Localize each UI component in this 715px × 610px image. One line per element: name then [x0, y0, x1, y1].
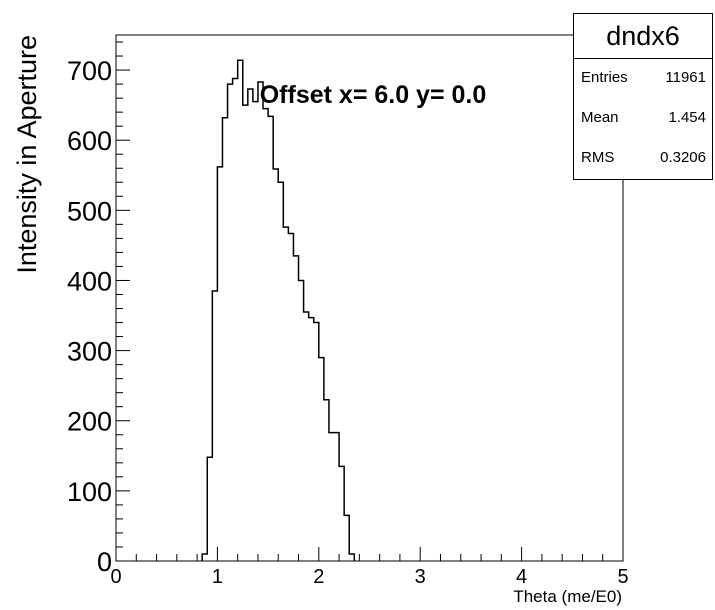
stats-row-rms: RMS 0.3206: [574, 139, 712, 179]
y-axis-label: Intensity in Aperture: [12, 35, 42, 274]
y-tick-label: 300: [67, 337, 112, 367]
x-tick-label: 1: [212, 566, 223, 588]
histogram-line: [201, 59, 356, 561]
x-tick-label: 0: [110, 566, 121, 588]
chart-title: Offset x= 6.0 y= 0.0: [260, 81, 487, 109]
y-tick-label: 500: [67, 196, 112, 226]
plot-frame: [115, 34, 624, 562]
y-tick-label: 0: [97, 547, 112, 577]
x-tick-label: 5: [617, 566, 628, 588]
x-tick-label: 3: [415, 566, 426, 588]
y-tick-label: 700: [67, 56, 112, 86]
rms-label: RMS: [581, 149, 615, 166]
mean-label: Mean: [581, 109, 619, 126]
axis-ticks: [115, 41, 624, 562]
x-axis-label: Theta (me/E0): [513, 587, 622, 606]
stats-title: dndx6: [574, 14, 712, 59]
entries-value: 11961: [665, 69, 706, 86]
y-tick-label: 200: [67, 407, 112, 437]
rms-value: 0.3206: [660, 149, 706, 166]
y-tick-labels: 0 100 200 300 400 500 600 700: [67, 56, 112, 577]
stats-row-mean: Mean 1.454: [574, 99, 712, 139]
x-tick-label: 2: [313, 566, 324, 588]
mean-value: 1.454: [668, 109, 706, 126]
stats-row-entries: Entries 11961: [574, 59, 712, 99]
stats-box: dndx6 Entries 11961 Mean 1.454 RMS 0.320…: [573, 13, 713, 180]
y-tick-label: 400: [67, 266, 112, 296]
y-tick-label: 100: [67, 477, 112, 507]
y-tick-label: 600: [67, 126, 112, 156]
entries-label: Entries: [581, 69, 628, 86]
x-tick-label: 4: [516, 566, 527, 588]
x-tick-labels: 0 1 2 3 4 5: [110, 566, 628, 588]
